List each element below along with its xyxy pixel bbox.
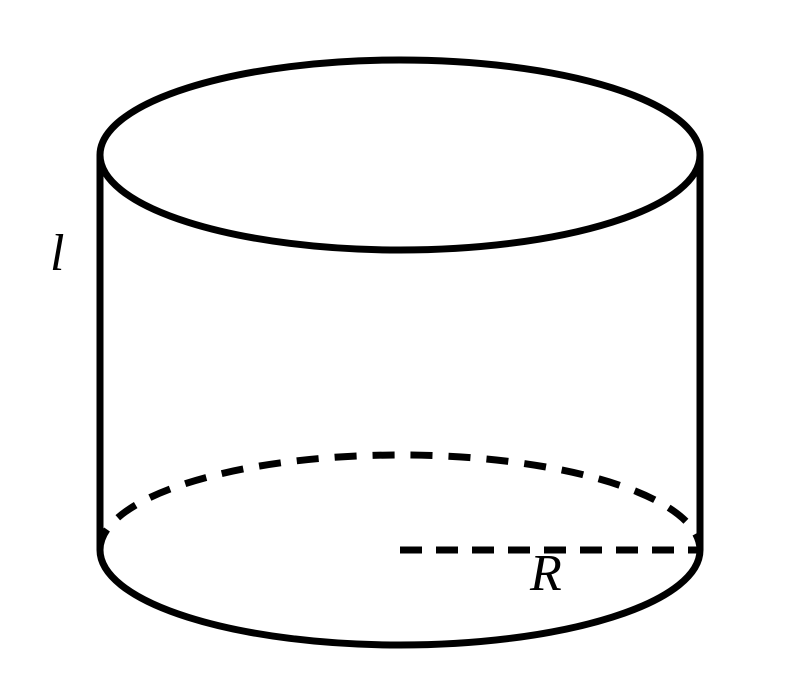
height-label: l <box>50 225 64 282</box>
bottom-ellipse-back <box>100 455 700 550</box>
bottom-ellipse-front <box>100 550 700 645</box>
cylinder-diagram: l R <box>0 0 800 684</box>
top-ellipse <box>100 60 700 250</box>
radius-label: R <box>529 545 562 602</box>
